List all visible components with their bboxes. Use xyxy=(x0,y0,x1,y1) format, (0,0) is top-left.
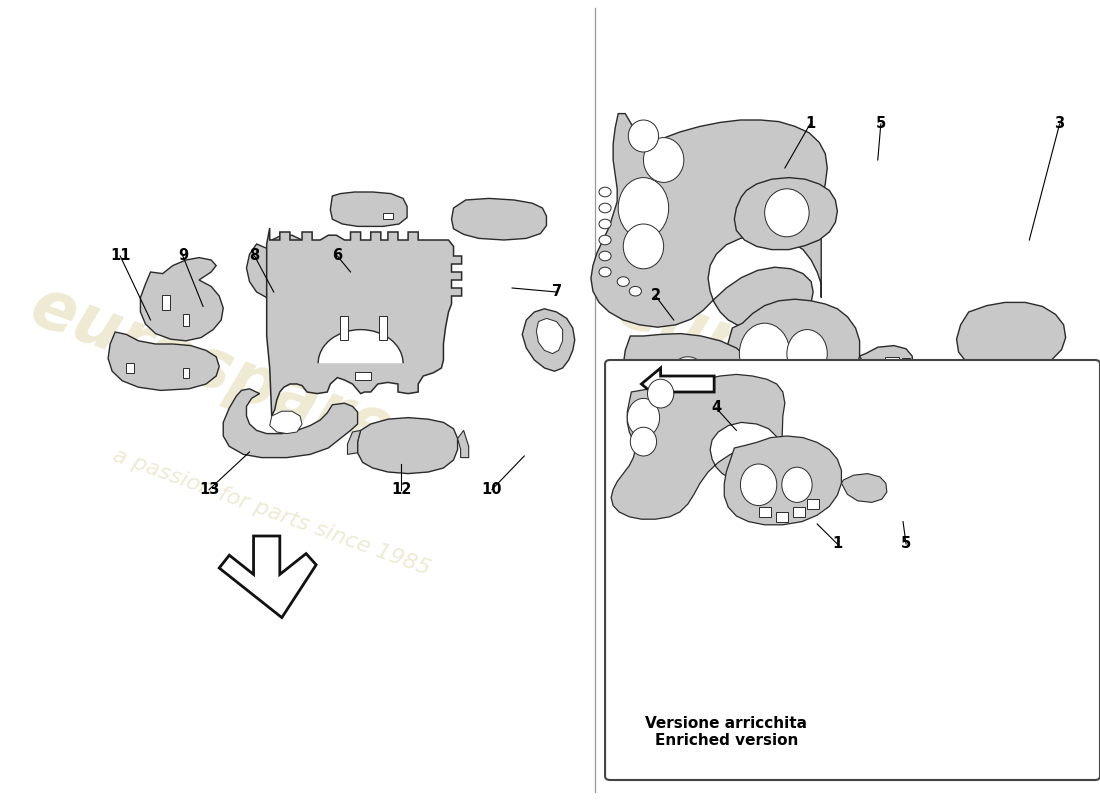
Ellipse shape xyxy=(627,398,660,437)
FancyBboxPatch shape xyxy=(824,376,840,389)
Ellipse shape xyxy=(600,267,612,277)
Polygon shape xyxy=(458,430,469,458)
FancyBboxPatch shape xyxy=(807,386,823,398)
Ellipse shape xyxy=(600,219,612,229)
FancyBboxPatch shape xyxy=(605,360,1100,780)
Ellipse shape xyxy=(617,277,629,286)
Polygon shape xyxy=(537,318,562,354)
Polygon shape xyxy=(591,114,827,329)
Polygon shape xyxy=(957,302,1066,373)
Text: 10: 10 xyxy=(482,482,503,497)
Polygon shape xyxy=(641,368,714,400)
FancyBboxPatch shape xyxy=(183,314,189,326)
Ellipse shape xyxy=(764,189,810,237)
Ellipse shape xyxy=(782,467,812,502)
Polygon shape xyxy=(522,309,575,371)
Polygon shape xyxy=(451,198,547,240)
Polygon shape xyxy=(270,411,302,434)
Polygon shape xyxy=(859,346,913,378)
FancyBboxPatch shape xyxy=(759,507,771,517)
Polygon shape xyxy=(266,228,462,416)
Polygon shape xyxy=(108,332,219,390)
Ellipse shape xyxy=(600,251,612,261)
Polygon shape xyxy=(612,374,785,519)
Text: 1: 1 xyxy=(833,537,843,551)
Text: 5: 5 xyxy=(876,117,886,131)
Polygon shape xyxy=(735,178,837,250)
FancyBboxPatch shape xyxy=(126,363,134,373)
Polygon shape xyxy=(724,436,842,525)
FancyBboxPatch shape xyxy=(793,507,805,517)
Text: eurospares: eurospares xyxy=(22,273,441,479)
FancyBboxPatch shape xyxy=(340,316,349,340)
Ellipse shape xyxy=(630,427,657,456)
FancyBboxPatch shape xyxy=(354,372,371,380)
Text: a passion for parts since 1985: a passion for parts since 1985 xyxy=(110,445,433,579)
Ellipse shape xyxy=(624,224,663,269)
Ellipse shape xyxy=(618,178,669,238)
Polygon shape xyxy=(358,418,458,474)
Polygon shape xyxy=(223,389,358,458)
FancyBboxPatch shape xyxy=(807,499,820,509)
Polygon shape xyxy=(330,192,407,226)
Polygon shape xyxy=(842,474,887,502)
FancyBboxPatch shape xyxy=(902,358,910,366)
Ellipse shape xyxy=(629,286,641,296)
Ellipse shape xyxy=(644,138,684,182)
Polygon shape xyxy=(219,536,316,618)
Ellipse shape xyxy=(786,330,827,378)
Ellipse shape xyxy=(600,187,612,197)
Text: 4: 4 xyxy=(711,401,722,415)
Text: 2: 2 xyxy=(650,289,661,303)
Text: 9: 9 xyxy=(178,249,188,263)
FancyBboxPatch shape xyxy=(884,357,899,366)
Polygon shape xyxy=(704,426,823,499)
Text: 6: 6 xyxy=(332,249,342,263)
FancyBboxPatch shape xyxy=(383,213,393,219)
Text: 12: 12 xyxy=(390,482,411,497)
Polygon shape xyxy=(624,334,750,403)
Ellipse shape xyxy=(740,464,777,506)
Ellipse shape xyxy=(648,379,673,408)
Text: 5: 5 xyxy=(901,537,911,551)
Text: Versione arricchita
Enriched version: Versione arricchita Enriched version xyxy=(646,715,807,748)
Text: 11: 11 xyxy=(110,249,131,263)
FancyBboxPatch shape xyxy=(776,512,788,522)
Ellipse shape xyxy=(748,451,777,474)
Text: 13: 13 xyxy=(199,482,219,497)
FancyBboxPatch shape xyxy=(183,368,189,378)
Text: 7: 7 xyxy=(551,285,562,299)
Ellipse shape xyxy=(600,203,612,213)
Text: 8: 8 xyxy=(250,249,260,263)
Text: a passion for parts since 1985: a passion for parts since 1985 xyxy=(696,445,1019,579)
FancyBboxPatch shape xyxy=(162,295,169,310)
Polygon shape xyxy=(348,430,361,454)
Ellipse shape xyxy=(628,120,659,152)
FancyBboxPatch shape xyxy=(767,386,783,398)
FancyBboxPatch shape xyxy=(378,316,387,340)
Wedge shape xyxy=(318,330,403,363)
FancyBboxPatch shape xyxy=(786,392,803,405)
Text: eurospares: eurospares xyxy=(608,273,1026,479)
Ellipse shape xyxy=(673,357,702,379)
Polygon shape xyxy=(246,235,324,301)
Polygon shape xyxy=(723,299,859,418)
Polygon shape xyxy=(141,258,223,341)
Ellipse shape xyxy=(739,323,790,384)
Ellipse shape xyxy=(600,235,612,245)
Text: 3: 3 xyxy=(1055,117,1065,131)
Text: 1: 1 xyxy=(805,117,815,131)
